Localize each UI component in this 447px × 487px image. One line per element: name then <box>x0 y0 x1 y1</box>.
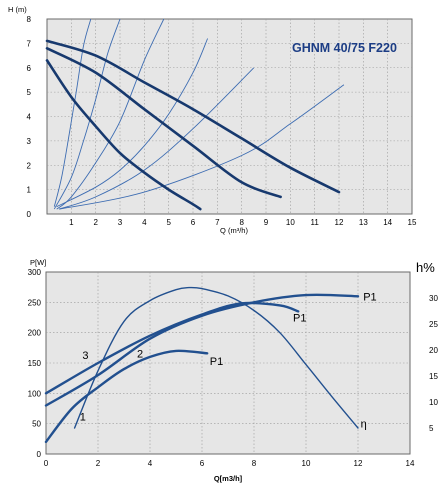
head-chart-x-tick: 11 <box>311 218 320 227</box>
head-chart-x-tick: 6 <box>191 218 196 227</box>
head-chart-x-axis-label: Q (m³/h) <box>220 226 248 235</box>
power-chart-curve-label: 2 <box>137 348 143 360</box>
power-chart-curve-label: η <box>361 419 367 431</box>
power-chart-curve-label: P1 <box>363 291 376 303</box>
head-chart-y-tick: 3 <box>27 137 32 146</box>
power-chart-curve-label: P1 <box>293 313 306 325</box>
power-chart-x-tick: 0 <box>44 459 49 468</box>
head-chart-y-tick: 1 <box>27 186 32 195</box>
system-curve <box>59 84 345 210</box>
power-chart-efficiency-tick: 5 <box>429 424 434 433</box>
power-chart-efficiency-tick: 15 <box>429 372 438 381</box>
head-chart-x-tick: 5 <box>166 218 171 227</box>
power-chart-y-tick: 300 <box>28 268 42 277</box>
power-chart-y-tick: 250 <box>28 298 42 307</box>
power-curve-1 <box>44 349 209 444</box>
head-chart-x-tick: 1 <box>69 218 74 227</box>
power-chart-curve-label: P1 <box>210 356 223 368</box>
head-chart-y-tick: 6 <box>27 64 32 73</box>
system-curve <box>56 38 209 208</box>
head-chart-x-tick: 2 <box>93 218 98 227</box>
power-chart-x-tick: 6 <box>200 459 205 468</box>
head-chart-y-tick: 2 <box>27 161 32 170</box>
power-chart-x-tick: 2 <box>96 459 101 468</box>
pump-head-curve <box>45 39 341 194</box>
power-chart-efficiency-tick: 25 <box>429 320 438 329</box>
head-chart-y-tick: 5 <box>27 88 32 97</box>
head-chart-grid <box>47 19 412 214</box>
power-curve-2 <box>44 293 360 407</box>
system-curve <box>53 18 92 207</box>
head-chart-system-curves <box>53 18 345 210</box>
power-chart-efficiency-tick: 30 <box>429 294 438 303</box>
power-chart-x-tick: 12 <box>354 459 363 468</box>
power-chart-y-tick: 0 <box>37 450 42 459</box>
head-chart-y-tick: 7 <box>27 39 32 48</box>
head-chart-x-tick: 4 <box>142 218 147 227</box>
power-chart-curve-label: 3 <box>82 350 88 362</box>
head-chart-x-tick: 8 <box>239 218 244 227</box>
head-chart-y-tick: 4 <box>27 113 32 122</box>
power-chart-x-axis-label: Q[m3/h] <box>214 474 243 483</box>
pump-model-title: GHNM 40/75 F220 <box>292 41 397 55</box>
head-chart-y-tick: 8 <box>27 15 32 24</box>
head-chart-x-tick: 7 <box>215 218 220 227</box>
power-chart-y-tick: 200 <box>28 329 42 338</box>
power-chart-x-tick: 14 <box>406 459 415 468</box>
power-chart-x-tick: 8 <box>252 459 257 468</box>
power-chart-efficiency-axis-label: h% <box>416 260 435 275</box>
power-chart-curve-label: 1 <box>80 411 86 423</box>
power-chart: 0 2 4 6 8 10 12 1405010015020025030051015202530… <box>28 258 439 483</box>
power-chart-x-tick: 10 <box>302 459 311 468</box>
power-chart-efficiency-tick: 20 <box>429 346 438 355</box>
power-chart-y-tick: 150 <box>28 359 42 368</box>
head-chart-x-tick: 15 <box>408 218 417 227</box>
power-chart-grid <box>46 272 410 454</box>
head-chart-y-axis-label: H (m) <box>8 5 27 14</box>
head-chart-y-tick: 0 <box>27 210 32 219</box>
head-chart-x-tick: 12 <box>335 218 344 227</box>
power-chart-series <box>44 286 360 444</box>
efficiency-curve <box>73 286 359 429</box>
power-chart-efficiency-tick: 10 <box>429 398 438 407</box>
pump-head-curve <box>45 59 202 211</box>
head-chart-pump-curves <box>45 39 341 211</box>
head-chart-x-tick: 3 <box>118 218 123 227</box>
head-chart-x-tick: 14 <box>383 218 392 227</box>
head-chart-x-tick: 10 <box>286 218 295 227</box>
head-chart-x-tick: 13 <box>359 218 368 227</box>
power-chart-x-tick: 4 <box>148 459 153 468</box>
power-chart-annotations: P1 P1 P1 3 2 1 η <box>80 291 377 430</box>
head-chart-x-tick: 9 <box>264 218 269 227</box>
power-chart-y-tick: 50 <box>32 420 41 429</box>
power-chart-y-tick: 100 <box>28 389 42 398</box>
pump-head-curve <box>45 47 282 199</box>
power-chart-y-axis-label: P[W] <box>30 258 46 267</box>
system-curve <box>59 67 255 210</box>
